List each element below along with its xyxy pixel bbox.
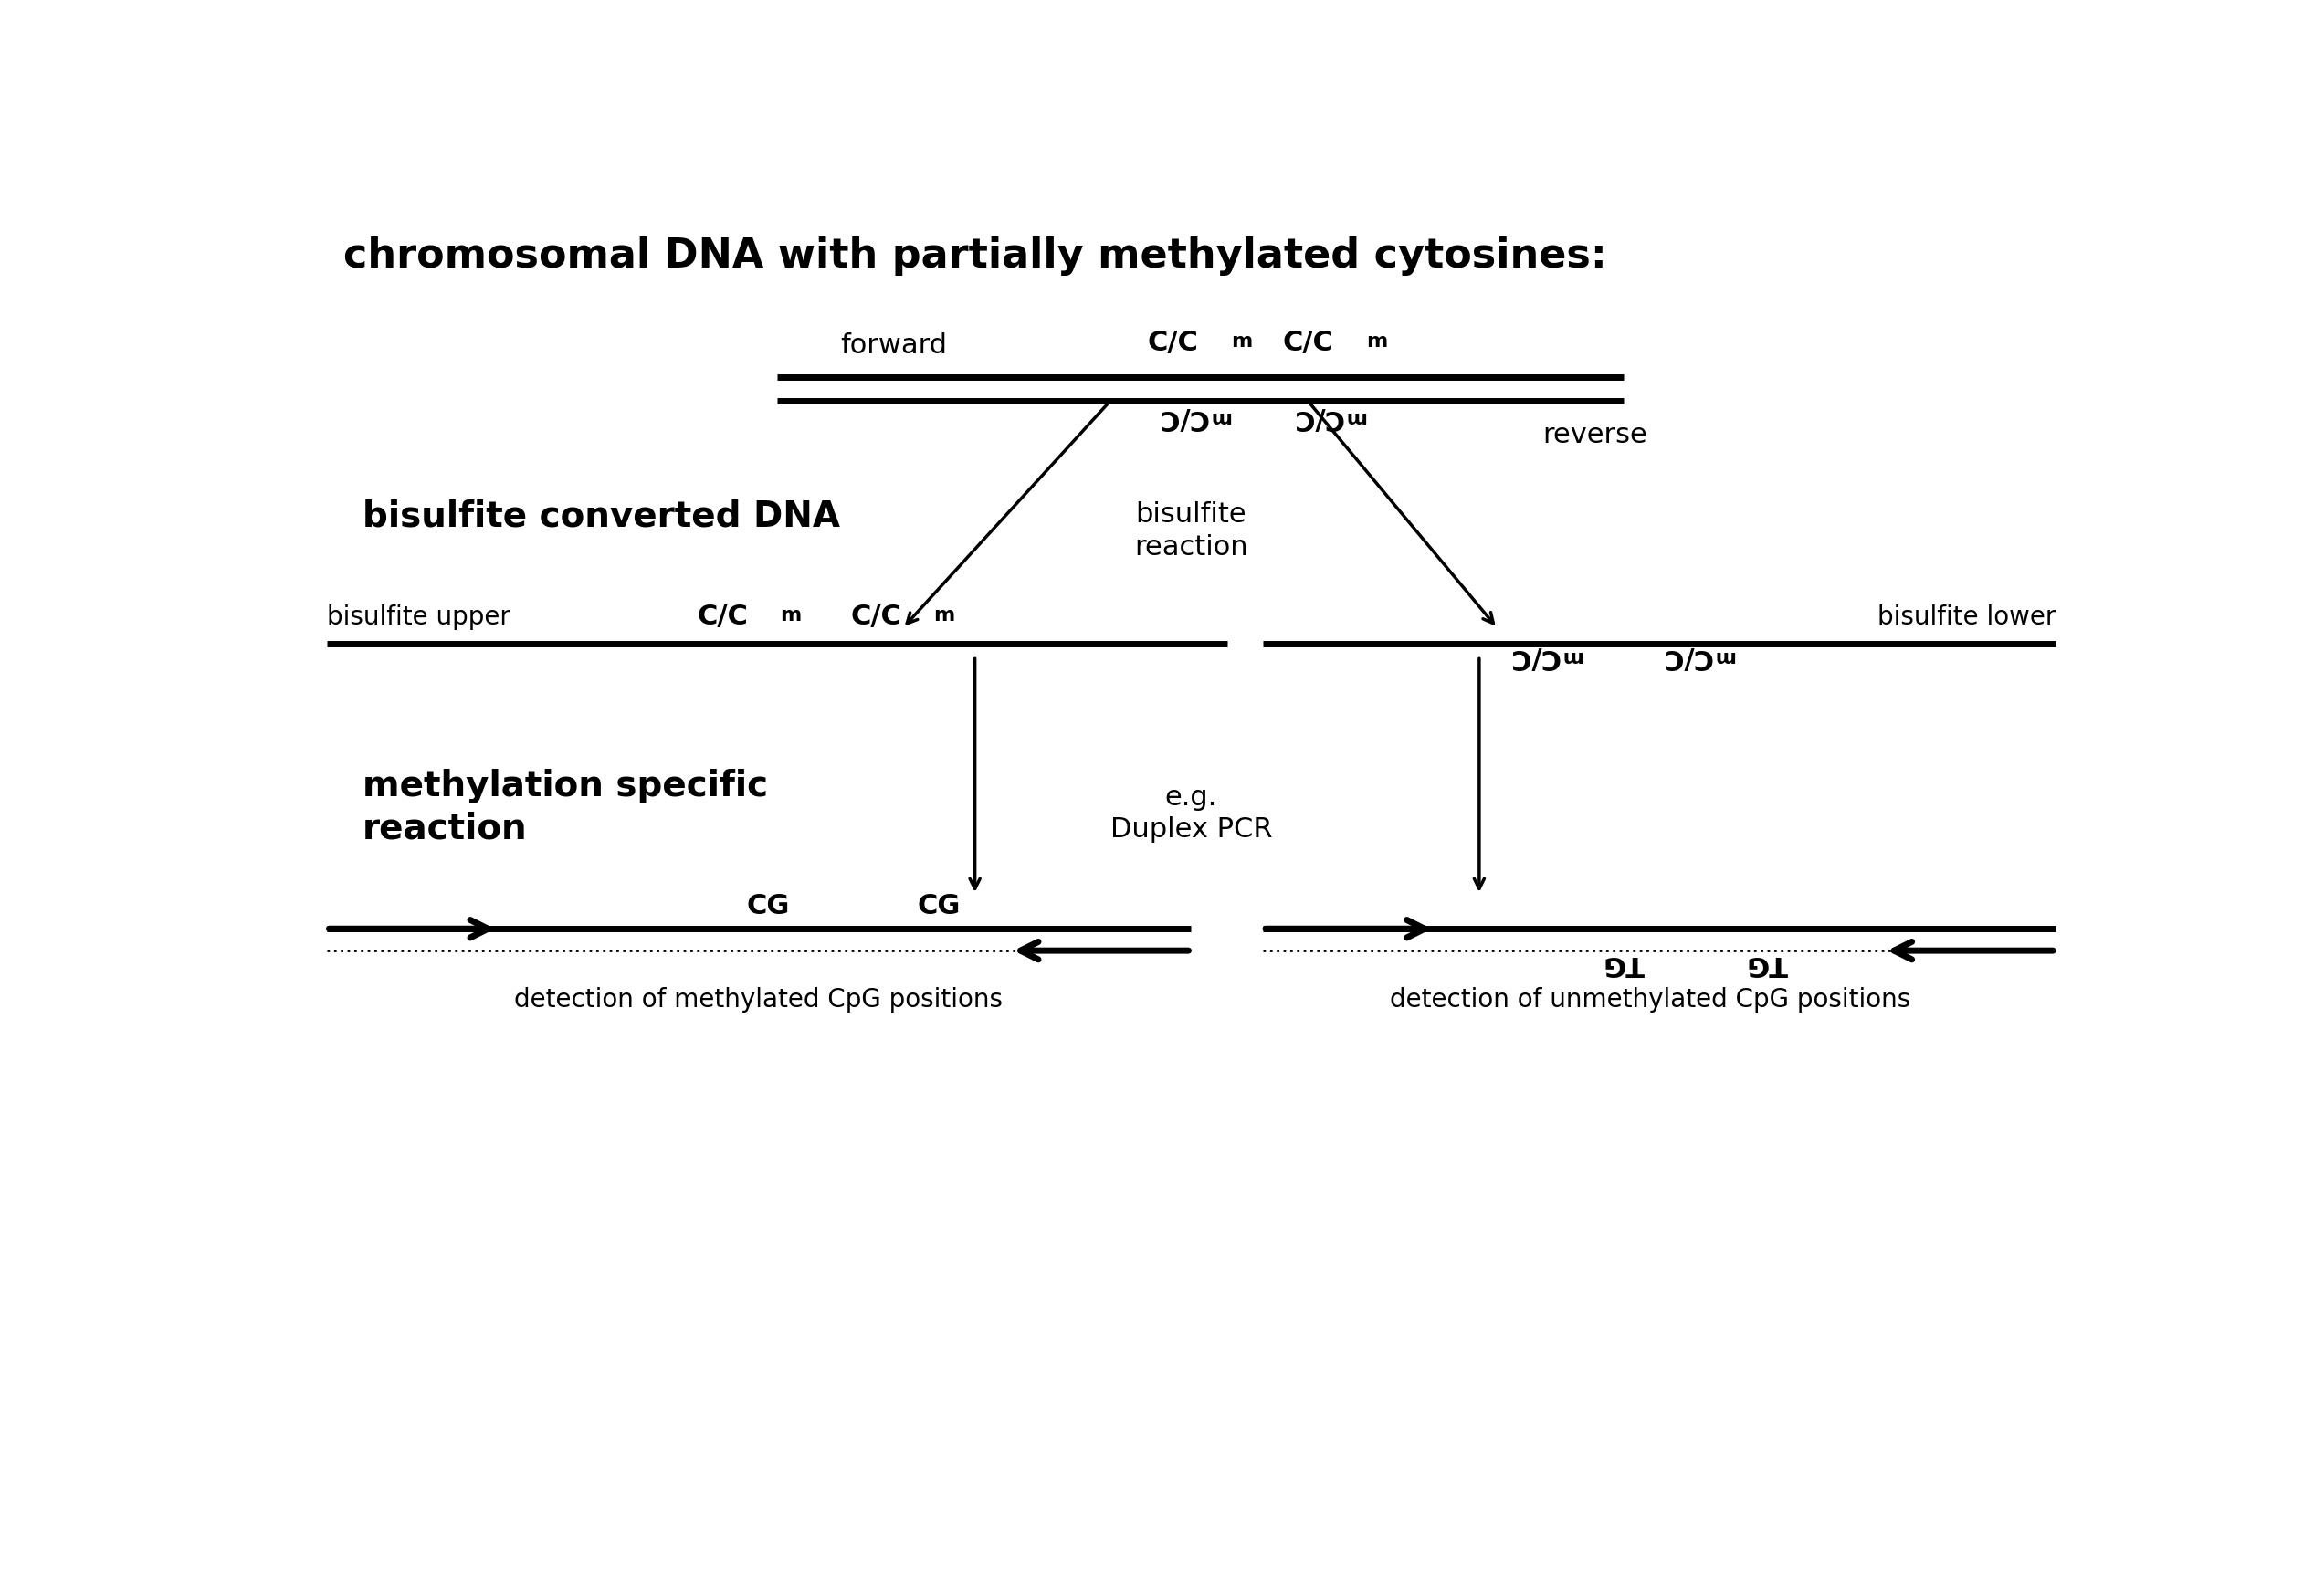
- Text: C/C: C/C: [1662, 644, 1713, 671]
- Text: TG: TG: [1748, 951, 1787, 976]
- Text: C/C: C/C: [851, 603, 902, 630]
- Text: bisulfite
reaction: bisulfite reaction: [1134, 501, 1248, 561]
- Text: C/C: C/C: [1283, 329, 1334, 356]
- Text: bisulfite converted DNA: bisulfite converted DNA: [363, 499, 841, 534]
- Text: CG: CG: [918, 893, 960, 920]
- Text: methylation specific
reaction: methylation specific reaction: [363, 769, 769, 846]
- Text: forward: forward: [841, 332, 948, 359]
- Text: detection of unmethylated CpG positions: detection of unmethylated CpG positions: [1390, 988, 1910, 1013]
- Text: m: m: [781, 606, 802, 624]
- Text: detection of methylated CpG positions: detection of methylated CpG positions: [514, 988, 1004, 1013]
- Text: chromosomal DNA with partially methylated cytosines:: chromosomal DNA with partially methylate…: [344, 236, 1606, 276]
- Text: bisulfite lower: bisulfite lower: [1878, 605, 2054, 630]
- Text: e.g.
Duplex PCR: e.g. Duplex PCR: [1111, 784, 1271, 843]
- Text: m: m: [1559, 647, 1583, 666]
- Text: reverse: reverse: [1543, 422, 1648, 449]
- Text: C/C: C/C: [697, 603, 748, 630]
- Text: m: m: [1343, 408, 1367, 427]
- Text: C/C: C/C: [1508, 644, 1559, 671]
- Text: TG: TG: [1604, 951, 1643, 976]
- Text: bisulfite upper: bisulfite upper: [325, 605, 509, 630]
- Text: m: m: [1232, 332, 1253, 350]
- Text: m: m: [1208, 408, 1229, 427]
- Text: m: m: [1367, 332, 1387, 350]
- Text: CG: CG: [746, 893, 790, 920]
- Text: m: m: [1713, 647, 1734, 666]
- Text: C/C: C/C: [1157, 405, 1208, 432]
- Text: m: m: [934, 606, 955, 624]
- Text: C/C: C/C: [1292, 405, 1343, 432]
- Text: C/C: C/C: [1148, 329, 1199, 356]
